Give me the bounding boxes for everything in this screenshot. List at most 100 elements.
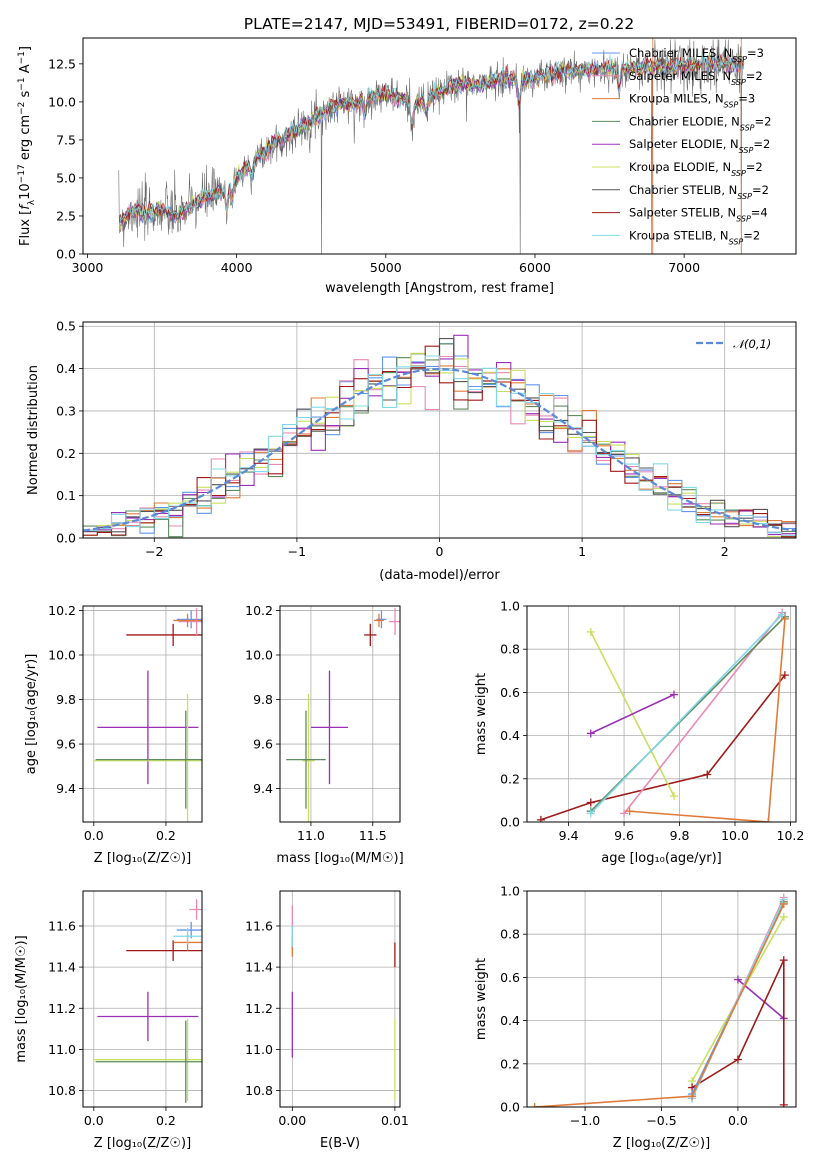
x-tick-label: 1: [578, 544, 586, 559]
model-spectrum-line: [119, 54, 744, 226]
x-tick-label: 2: [721, 544, 729, 559]
x-axis-label: Z [log₁₀(Z/Z☉)]: [94, 1136, 191, 1151]
y-axis-label: age [log₁₀(age/yr)]: [24, 654, 39, 775]
legend-label: Salpeter MILES, NSSP=2: [629, 69, 763, 87]
x-tick-label: 0.0: [728, 1113, 748, 1128]
legend-label: Chabrier STELIB, NSSP=2: [629, 183, 769, 201]
y-tick-label: 11.4: [245, 960, 273, 975]
y-tick-label: 1.0: [500, 884, 520, 899]
x-tick-label: 0: [436, 544, 444, 559]
x-tick-label: 0.01: [381, 1113, 409, 1128]
weight-marker: [733, 975, 742, 984]
weight-line: [629, 618, 786, 822]
normal-curve: [83, 367, 796, 532]
weight-marker: [586, 809, 595, 818]
y-tick-label: 0.0: [500, 1100, 520, 1115]
panel-weight-vs-age: 9.4 9.6 9.8 10.0 10.2 0.0 0.2 0.4 0.6 0.8 1.0 age […: [474, 599, 804, 867]
legend-count: =4: [751, 206, 768, 220]
y-tick-label: 0.2: [500, 1056, 520, 1071]
y-axis-label: Normed distribution: [26, 365, 41, 495]
weight-marker: [586, 798, 595, 807]
plot-area: [118, 38, 744, 254]
legend-subscript: SSP: [724, 100, 739, 109]
plot-area: [93, 608, 202, 822]
weight-marker: [536, 815, 545, 822]
axes-frame: [82, 321, 797, 539]
y-tick-label: 0.8: [500, 642, 520, 657]
weight-marker: [669, 690, 678, 699]
plot-area: [530, 893, 788, 1107]
weight-marker: [620, 809, 629, 818]
histogram-step: [83, 345, 796, 538]
legend-subscript: SSP: [729, 237, 744, 246]
x-tick-label: −1: [288, 544, 306, 559]
x-tick-label: 0.2: [156, 1113, 176, 1128]
panel-mass-vs-EBV: 0.00 0.01 10.8 11.0 11.2 11.4 11.6 E(B-V): [245, 890, 409, 1151]
y-tick-label: 9.8: [253, 692, 273, 707]
plot-area: [286, 608, 400, 822]
panel-spectrum: 3000 4000 5000 6000 7000 0.0 2.5 5.0 7.5 10.0 12.5…: [17, 15, 797, 296]
legend-subscript: SSP: [732, 55, 747, 64]
weight-line: [540, 674, 786, 821]
y-tick-label: 11.0: [48, 1042, 76, 1057]
weight-marker: [778, 610, 787, 619]
legend-count: =2: [753, 137, 770, 151]
y-tick-label: 0.6: [500, 970, 520, 985]
y-tick-label: 0.0: [500, 815, 520, 830]
y-tick-label: 9.6: [253, 737, 273, 752]
weight-marker: [625, 807, 634, 816]
plot-area: [93, 899, 202, 1103]
y-tick-label: 7.5: [56, 132, 76, 147]
legend-series-name: Chabrier ELODIE, N: [629, 114, 740, 128]
weight-line: [590, 614, 783, 814]
legend-series-name: Kroupa ELODIE, N: [629, 160, 731, 174]
weight-marker: [703, 770, 712, 779]
y-tick-label: 2.5: [56, 208, 76, 223]
legend-count: =2: [746, 160, 763, 174]
axes-frame: [82, 890, 203, 1108]
y-label-part: 10: [18, 183, 33, 200]
weight-marker: [733, 1055, 742, 1064]
panel-residuals: −2 −1 0 1 2 0.0 0.1 0.2 0.3 0.4 0.5 (data-model)/er…: [26, 319, 797, 583]
weight-line: [737, 978, 785, 1020]
axes-frame: [82, 605, 203, 823]
legend-count: =2: [746, 69, 763, 83]
legend-subscript: SSP: [736, 214, 751, 223]
y-axis-label: mass [log₁₀(M/M☉)]: [14, 935, 29, 1062]
x-tick-label: 0.2: [156, 828, 176, 843]
weight-marker: [586, 729, 595, 738]
x-axis-label: (data-model)/error: [379, 568, 500, 583]
weight-marker: [780, 614, 789, 623]
legend-subscript: SSP: [737, 191, 752, 200]
legend-count: =3: [738, 92, 755, 106]
panel-weight-vs-Z: −1.0 −0.5 0.0 0.0 0.2 0.4 0.6 0.8 1.0 Z [log₁₀(Z/…: [474, 884, 797, 1151]
y-tick-label: 10.8: [245, 1083, 273, 1098]
weight-marker: [779, 899, 788, 908]
legend-series-name: Kroupa MILES, N: [629, 92, 724, 106]
axes-frame: [526, 890, 797, 1108]
x-tick-label: 0.0: [84, 828, 104, 843]
y-label-part: Flux [: [18, 210, 33, 246]
legend-label: Salpeter ELODIE, NSSP=2: [629, 137, 770, 155]
y-tick-label: 9.4: [253, 781, 273, 796]
panel-age-vs-Z: 0.0 0.2 9.4 9.6 9.8 10.0 10.2 Z [log₁₀(Z/Z☉)] ag…: [24, 603, 203, 866]
y-tick-label: 11.2: [48, 1001, 76, 1016]
y-tick-label: 9.4: [56, 781, 76, 796]
panel-mass-vs-Z: 0.0 0.2 10.8 11.0 11.2 11.4 11.6 Z [log₁₀(Z/Z☉)…: [14, 890, 203, 1151]
x-tick-label: 10.2: [777, 828, 805, 843]
y-tick-label: 0.4: [500, 1013, 520, 1028]
y-tick-label: 10.0: [48, 647, 76, 662]
y-tick-label: 0.0: [56, 247, 76, 262]
y-label-part: λ: [27, 199, 37, 205]
axes-frame: [279, 605, 401, 823]
weight-marker: [780, 671, 789, 680]
y-axis-label: Flux [fλ10−17 erg cm−2 s−1 A−1]: [17, 46, 37, 246]
legend-series-name: Kroupa STELIB, N: [629, 228, 729, 242]
legend-label: Chabrier ELODIE, NSSP=2: [629, 114, 771, 131]
y-label-part: erg cm: [18, 115, 33, 164]
y-tick-label: 10.0: [48, 94, 76, 109]
y-label-part: −2: [17, 102, 27, 115]
y-tick-label: 10.2: [48, 603, 76, 618]
x-tick-label: −2: [145, 544, 163, 559]
